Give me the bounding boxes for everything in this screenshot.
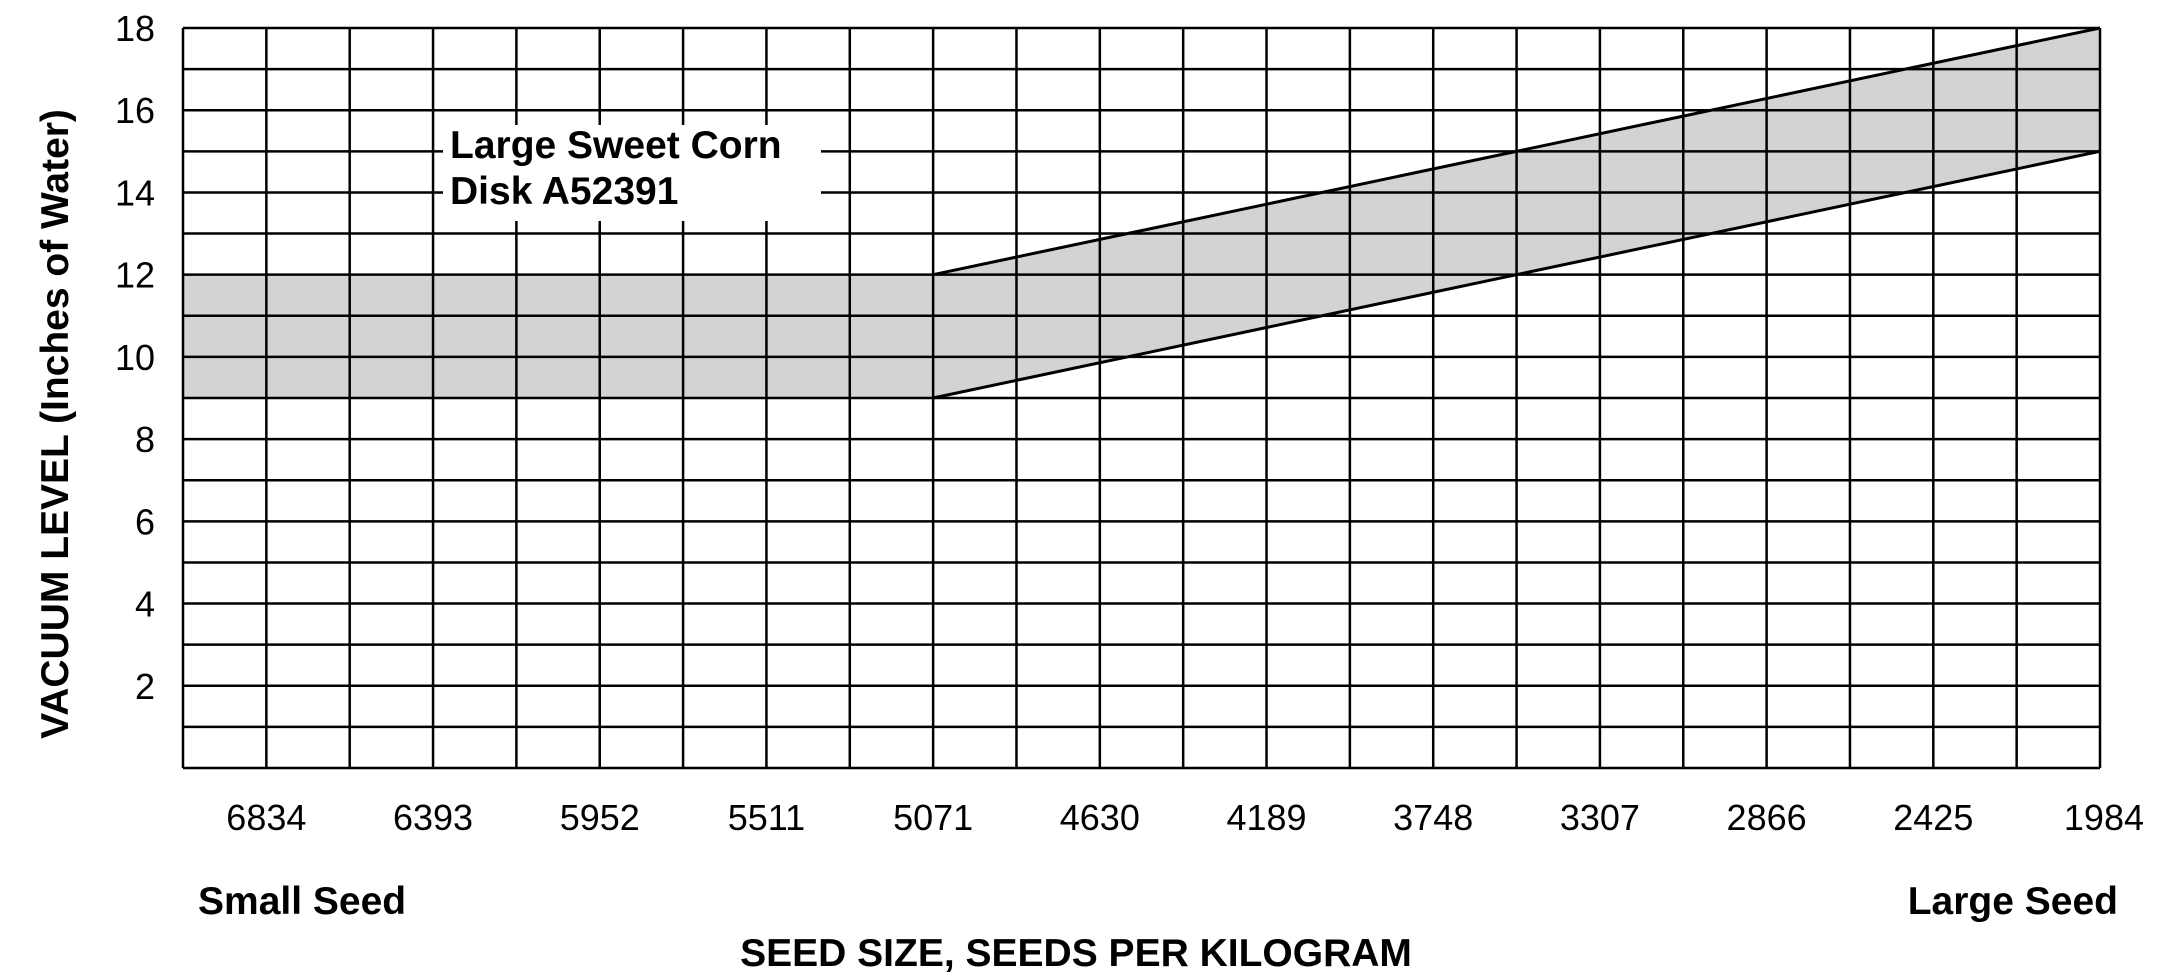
chart-annotation: Large Sweet Corn Disk A52391 <box>443 124 821 221</box>
x-tick-label: 2425 <box>1893 797 1973 838</box>
x-axis-title: SEED SIZE, SEEDS PER KILOGRAM <box>740 932 1412 975</box>
y-tick-label: 2 <box>135 666 155 707</box>
y-tick-label: 14 <box>115 172 155 213</box>
annotation-line-1: Large Sweet Corn <box>450 124 782 167</box>
y-tick-label: 12 <box>115 255 155 296</box>
x-tick-label: 4189 <box>1226 797 1306 838</box>
y-tick-label: 10 <box>115 337 155 378</box>
x-tick-label: 5071 <box>893 797 973 838</box>
y-axis-title: VACUUM LEVEL (Inches of Water) <box>34 109 77 739</box>
large-seed-label: Large Seed <box>1908 880 2118 923</box>
band-edge-layer <box>932 26 2101 400</box>
y-tick-label: 8 <box>135 419 155 460</box>
vacuum-band-layer <box>183 28 2100 398</box>
x-tick-label: 3748 <box>1393 797 1473 838</box>
vacuum-band-area <box>183 28 2100 398</box>
x-tick-label: 2866 <box>1727 797 1807 838</box>
y-tick-labels: 2 4 6 8 10 12 14 16 18 <box>115 8 155 707</box>
y-tick-label: 4 <box>135 584 155 625</box>
grid-layer <box>181 26 2102 770</box>
x-tick-label: 6393 <box>393 797 473 838</box>
small-seed-label: Small Seed <box>198 880 406 923</box>
x-tick-label: 6834 <box>226 797 306 838</box>
annotation-background <box>443 125 821 221</box>
band-lower-edge <box>932 149 2101 400</box>
x-tick-label: 5952 <box>560 797 640 838</box>
x-tick-label: 3307 <box>1560 797 1640 838</box>
x-tick-label: 5511 <box>728 797 805 838</box>
x-tick-label: 4630 <box>1060 797 1140 838</box>
y-tick-label: 6 <box>135 501 155 542</box>
y-tick-label: 16 <box>115 90 155 131</box>
x-tick-labels: 6834 6393 5952 5511 5071 4630 4189 3748 3307 2866… <box>226 797 2144 838</box>
band-upper-edge <box>932 26 2101 277</box>
y-tick-label: 18 <box>115 8 155 49</box>
annotation-line-2: Disk A52391 <box>450 170 678 213</box>
x-tick-label: 1984 <box>2064 797 2144 838</box>
